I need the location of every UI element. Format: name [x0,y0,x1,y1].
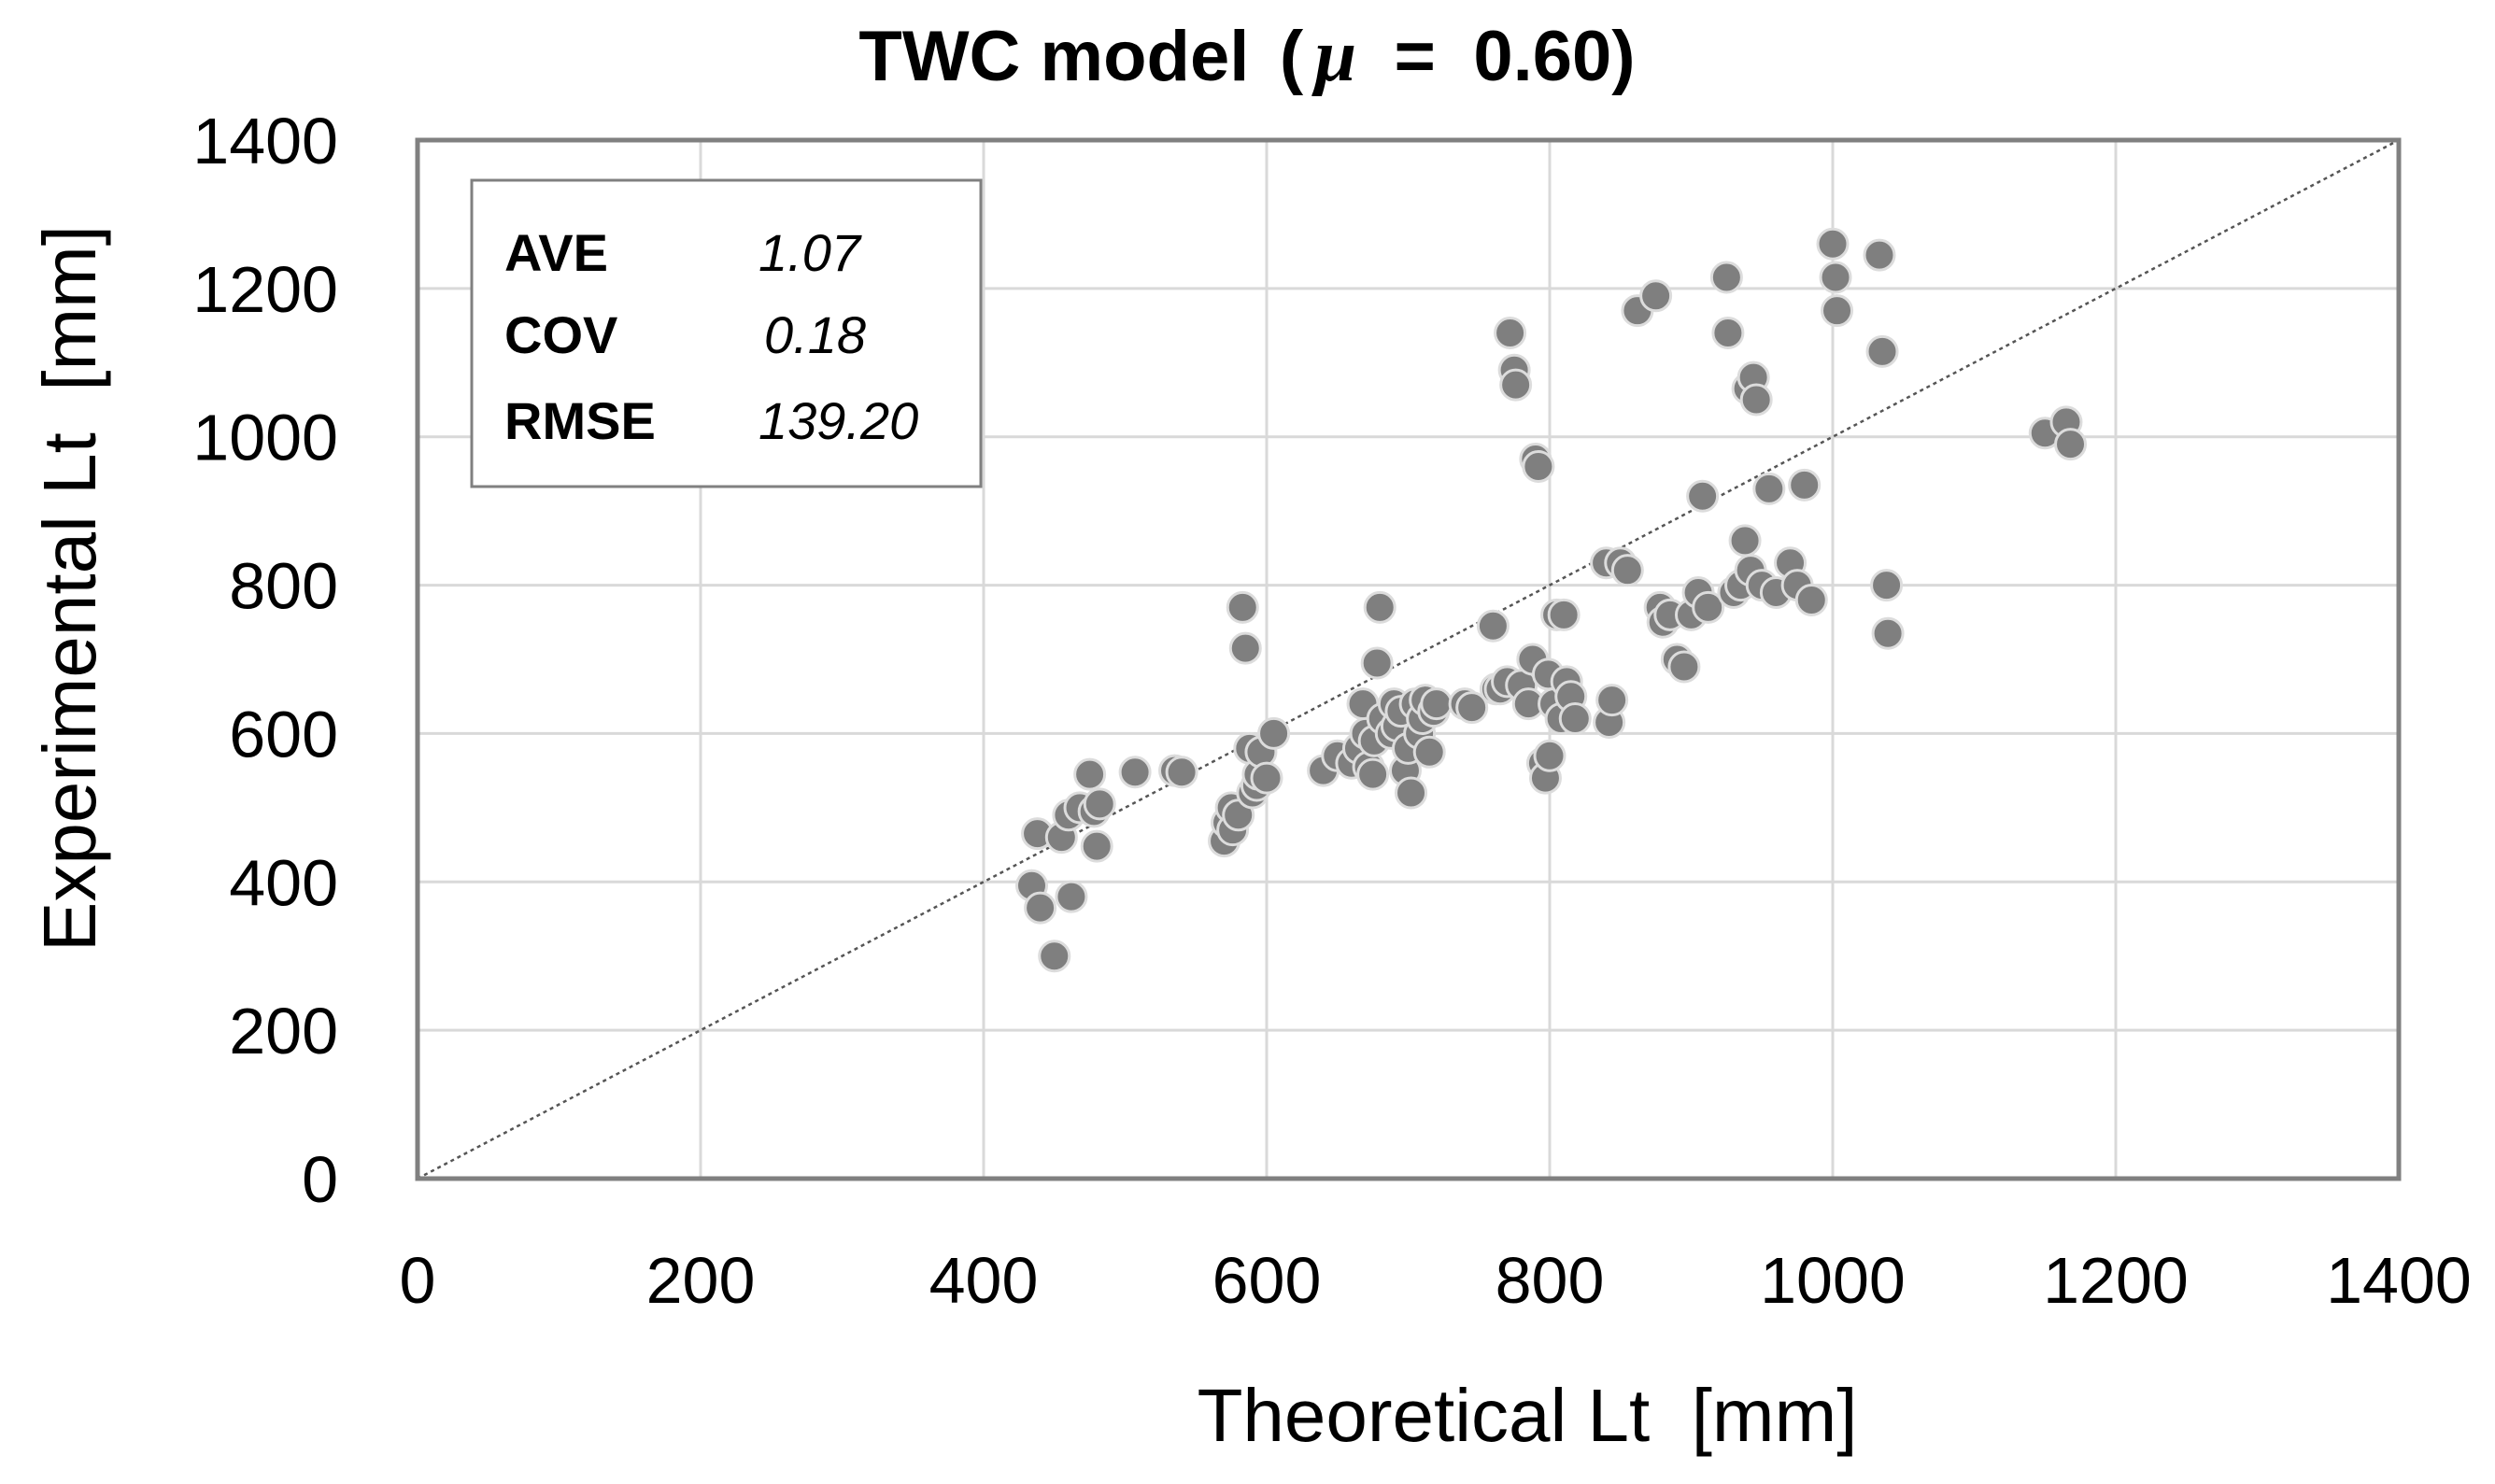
data-point [1420,687,1453,721]
x-tick-label: 200 [646,1244,756,1317]
stat-label-rmse: RMSE [504,391,656,450]
data-point [1739,383,1773,417]
x-axis-label: Theoretical Lt [mm] [1198,1374,1858,1457]
chart-title-mu: μ [1311,15,1357,97]
y-tick-label: 800 [229,550,338,623]
data-point [1667,650,1701,684]
data-point [1226,590,1259,624]
x-tick-label: 1400 [2326,1244,2472,1317]
chart-title: TWC model ( μ = 0.60) [858,15,1635,97]
data-point [1522,449,1555,483]
data-point [1865,334,1899,368]
stats-box-frame [470,178,983,488]
data-point [1711,317,1745,350]
stat-label-cov: COV [504,305,617,364]
x-tick-label: 0 [400,1244,436,1317]
data-point [1476,609,1510,643]
data-point [1499,368,1533,402]
y-tick-label: 200 [229,995,338,1067]
data-point [1709,261,1743,294]
data-point [1863,238,1896,272]
y-tick-label: 1400 [192,105,338,177]
x-tick-label: 800 [1496,1244,1605,1317]
data-point [1686,479,1720,513]
data-point [1055,880,1088,913]
data-point [1870,569,1904,602]
y-tick-label: 1200 [192,253,338,326]
data-point [1228,631,1262,665]
data-point [1118,756,1152,789]
chart-title-open: ( [1280,17,1304,96]
data-point [1752,472,1786,505]
x-tick-label: 400 [929,1244,1039,1317]
plot-frame [415,137,2402,1181]
data-point [1360,646,1394,680]
data-point [1558,702,1592,736]
data-point [1363,590,1396,624]
data-point [1455,691,1489,725]
stats-box: AVE 1.07 COV 0.18 RMSE 139.20 [470,178,983,488]
data-point [1250,761,1283,795]
y-tick-label: 600 [229,698,338,770]
data-point [1692,590,1725,624]
stat-value-cov: 0.18 [764,305,866,364]
reference-line [417,138,2400,1180]
data-point [1610,554,1644,587]
data-point [1412,735,1446,769]
stat-label-ave: AVE [504,223,608,282]
stat-value-ave: 1.07 [758,223,862,282]
data-point [1728,524,1762,558]
y-axis-label: Experimental Lt [mm] [28,225,111,952]
data-point [1165,756,1198,789]
data-point [1533,739,1566,772]
data-point [1819,261,1852,294]
data-point [1821,294,1854,328]
chart-title-equals: = [1395,17,1436,96]
data-point [1083,787,1116,821]
x-tick-label: 600 [1212,1244,1322,1317]
stat-value-rmse: 139.20 [758,391,918,450]
x-tick-labels: 0 200 400 600 800 1000 1200 1400 [400,1244,2472,1317]
data-point [1794,583,1828,616]
data-point [1547,598,1581,631]
x-tick-label: 1200 [2043,1244,2189,1317]
data-point [1639,279,1673,313]
data-point [1080,829,1113,863]
y-tick-label: 400 [229,846,338,919]
data-point [1038,940,1071,973]
data-point [1024,891,1057,925]
data-point [1257,716,1291,750]
data-point [1816,227,1850,261]
data-point [1073,757,1107,791]
chart-title-value: 0.60) [1473,17,1635,96]
data-point [1356,757,1390,791]
data-point [1395,776,1428,810]
y-tick-labels: 0 200 400 600 800 1000 1200 1400 [192,105,338,1216]
chart-title-main: TWC model [858,17,1249,96]
y-tick-label: 1000 [192,402,338,474]
data-points [1015,227,2088,973]
y-tick-label: 0 [302,1143,338,1216]
data-point [2054,428,2088,461]
data-point [1788,468,1822,502]
data-point [1871,616,1905,650]
data-point [1494,317,1527,350]
data-point [1595,684,1629,717]
x-tick-label: 1000 [1760,1244,1906,1317]
